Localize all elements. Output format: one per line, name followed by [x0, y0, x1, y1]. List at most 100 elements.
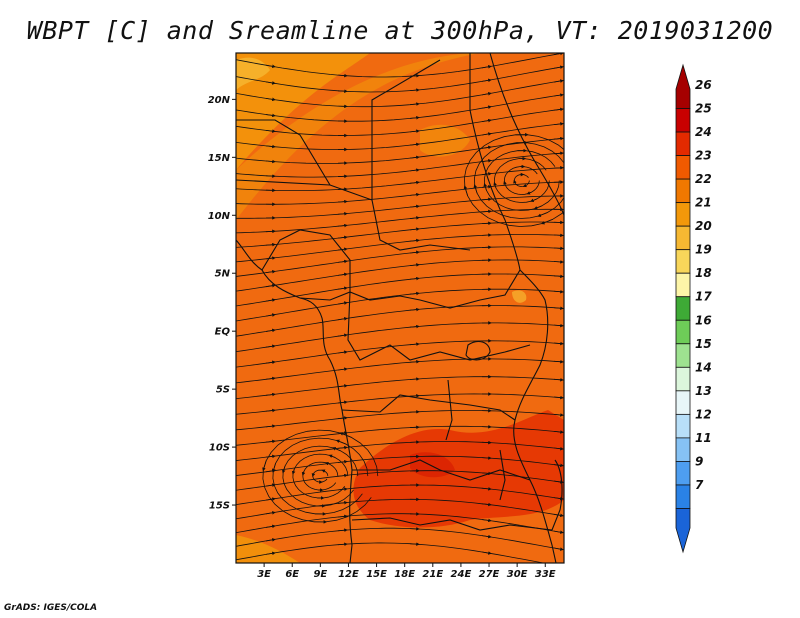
streamline-zonal: [236, 322, 564, 353]
streamline-arrow: [265, 454, 276, 459]
streamline-arrow: [553, 395, 564, 400]
streamline-arrow: [481, 185, 492, 189]
streamline-arrow: [553, 496, 564, 501]
streamline-arrow: [481, 65, 492, 69]
streamline-arrow: [540, 218, 554, 225]
colorbar-label: 23: [695, 149, 712, 163]
streamline-arrow: [409, 216, 420, 220]
colorbar-swatch: [675, 202, 691, 227]
lat-tick-label: 10N: [208, 211, 231, 222]
streamline-arrow: [265, 159, 276, 164]
streamline-zonal: [236, 259, 564, 292]
streamline-arrow: [409, 129, 420, 133]
streamline-arrow: [321, 469, 326, 473]
streamline-arrow: [272, 463, 276, 473]
streamline-arrow: [553, 65, 564, 69]
streamline-arrow: [282, 465, 286, 474]
colorbar-swatch: [675, 437, 691, 462]
streamline-arrow: [262, 460, 267, 472]
streamline-arrow: [553, 93, 564, 97]
streamline-zonal: [236, 305, 564, 337]
streamline-zonal: [236, 152, 564, 178]
colorbar-swatch: [675, 249, 691, 274]
streamline-zonal: [236, 484, 564, 506]
streamline-zonal: [236, 358, 564, 384]
streamline-zonal: [236, 273, 564, 307]
streamline-arrow: [409, 192, 420, 197]
streamline-arrow: [553, 79, 564, 83]
colorbar-top-triangle: [675, 63, 691, 109]
streamline-arrow: [265, 81, 276, 85]
streamline-arrow: [409, 542, 420, 546]
streamline-arrow: [265, 497, 276, 501]
streamline-arrow: [409, 88, 420, 92]
lon-tick-label: 30E: [507, 569, 528, 580]
lon-tick-label: 9E: [313, 569, 327, 580]
colorbar-swatch: [675, 319, 691, 345]
streamline-arrow: [265, 64, 276, 69]
streamline-zonal: [236, 167, 564, 191]
streamline-arrow: [553, 341, 564, 346]
colorbar-swatch: [675, 108, 691, 133]
streamline-arrow: [409, 394, 420, 398]
streamline-arrow: [481, 456, 492, 460]
border-c: [299, 269, 521, 309]
streamline-arrow: [265, 424, 276, 428]
colorbar-label: 21: [695, 196, 712, 210]
colorbar-label: 24: [695, 125, 712, 139]
streamline-arrow: [553, 136, 564, 141]
colorbar-label: 14: [695, 360, 712, 374]
streamline-arrow: [409, 342, 420, 346]
red-sea-coast-east: [489, 53, 564, 216]
streamline-arrow: [291, 468, 296, 475]
streamline-arrow: [265, 328, 276, 333]
streamline-arrow: [481, 132, 492, 136]
streamline-zonal: [236, 234, 564, 263]
streamline-arrow: [409, 204, 420, 209]
lon-tick-label: 18E: [394, 569, 415, 580]
streamline-arrow: [553, 306, 564, 311]
streamline-arrow: [337, 272, 348, 277]
streamline-arrow: [265, 408, 276, 413]
colorbar-label: 17: [695, 290, 712, 304]
colorbar-label: 9: [695, 454, 703, 468]
colorbar-swatch: [675, 272, 691, 298]
streamline-arrow: [481, 502, 492, 507]
streamline-zonal: [236, 513, 564, 534]
red-sea-coast-west: [469, 53, 521, 271]
lat-tick-label: 5S: [216, 385, 230, 396]
colorbar-swatch: [675, 461, 691, 486]
colorbar-label: 16: [695, 313, 712, 327]
streamline-arrow: [473, 184, 478, 194]
streamline-arrow: [337, 445, 348, 450]
streamline-arrow: [481, 145, 492, 150]
streamline-zonal: [236, 53, 564, 78]
lake-malawi: [499, 449, 506, 501]
streamline-zonal: [236, 246, 564, 277]
streamline-arrow: [530, 198, 537, 202]
lon-tick-label: 6E: [285, 569, 299, 580]
streamline-zonal: [236, 470, 564, 491]
streamline-arrow: [481, 158, 492, 163]
streamline-arrow: [409, 324, 420, 329]
streamline-zonal: [236, 208, 564, 234]
streamline-arrow: [481, 91, 492, 96]
streamline-arrow: [553, 547, 564, 551]
streamline-arrow: [409, 102, 420, 106]
streamline-arrow: [522, 183, 527, 188]
horn-east-coast: [513, 269, 557, 563]
streamline-zonal: [236, 195, 564, 219]
streamline-arrow: [537, 212, 548, 217]
colorbar-swatch: [675, 413, 691, 439]
colorbar-swatch: [675, 366, 691, 392]
streamline-zonal: [236, 181, 564, 205]
border-f: [352, 459, 531, 481]
lon-tick-label: 24E: [451, 569, 472, 580]
chart-title: WBPT [C] and Sreamline at 300hPa, VT: 20…: [26, 16, 774, 45]
colorbar: 26 25 24 23 22 21 20 19 18 17 16 15 14 13 12 11 9 7: [675, 63, 712, 554]
colorbar-bottom-triangle: [675, 508, 691, 554]
lat-tick-label: 20N: [208, 95, 231, 106]
streamline-zonal: [236, 79, 564, 108]
colorbar-label: 13: [695, 384, 712, 398]
